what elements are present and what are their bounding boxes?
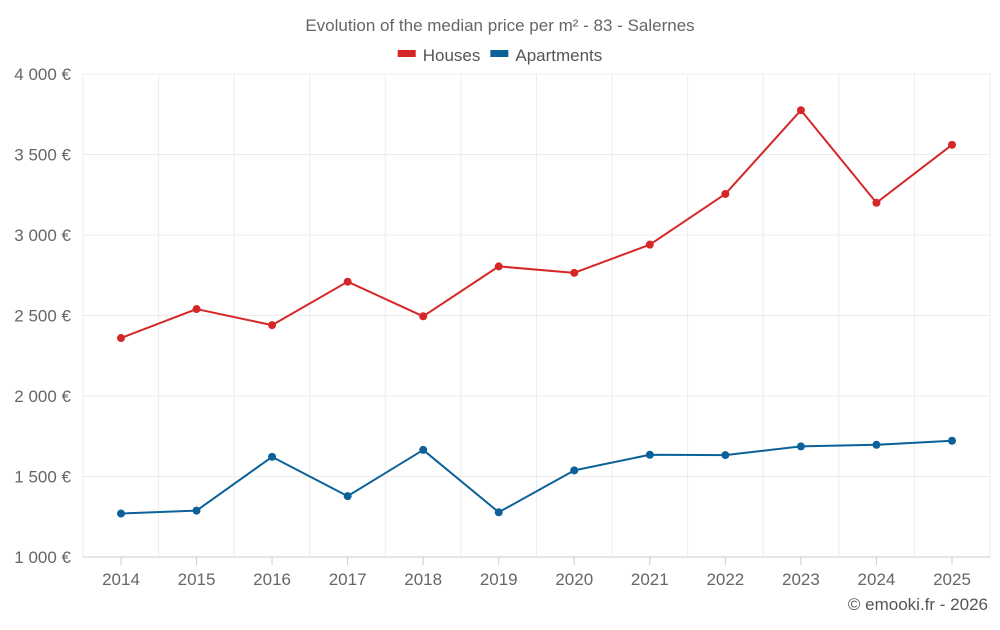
- y-axis: 1 000 € 1 500 € 2 000 € 2 500 € 3 000 € 3 500…: [14, 65, 71, 567]
- copyright-text: © emooki.fr - 2026: [848, 595, 988, 614]
- data-point-houses[interactable]: [948, 140, 956, 149]
- grid: [82, 73, 991, 557]
- data-point-apartments[interactable]: [192, 506, 201, 515]
- data-point-houses[interactable]: [721, 189, 730, 198]
- data-point-apartments[interactable]: [872, 440, 881, 449]
- legend-item-apartments[interactable]: Apartments: [490, 46, 602, 65]
- legend-swatch: [397, 50, 416, 57]
- x-tick-label: 2019: [480, 570, 518, 589]
- x-tick-label: 2015: [178, 570, 216, 589]
- data-point-apartments[interactable]: [494, 508, 503, 517]
- series-layer: [117, 106, 956, 518]
- data-point-apartments[interactable]: [117, 509, 125, 518]
- data-point-houses[interactable]: [796, 106, 805, 115]
- data-point-apartments[interactable]: [721, 451, 730, 460]
- data-point-houses[interactable]: [645, 240, 654, 249]
- legend: Houses Apartments: [397, 46, 602, 65]
- data-point-houses[interactable]: [872, 198, 881, 207]
- x-tick-label: 2021: [631, 570, 669, 589]
- series-line-houses: [120, 109, 953, 339]
- chart-title: Evolution of the median price per m² - 8…: [305, 16, 694, 35]
- x-tick-label: 2022: [706, 570, 744, 589]
- x-tick-label: 2014: [102, 570, 140, 589]
- legend-swatch: [490, 50, 509, 57]
- data-point-apartments[interactable]: [343, 492, 352, 501]
- data-point-houses[interactable]: [343, 277, 352, 286]
- data-point-apartments[interactable]: [645, 450, 654, 459]
- x-tick-label: 2024: [858, 570, 896, 589]
- x-tick-label: 2025: [933, 570, 971, 589]
- data-point-apartments[interactable]: [268, 452, 277, 461]
- x-tick-label: 2016: [253, 570, 291, 589]
- data-point-apartments[interactable]: [796, 442, 805, 451]
- y-tick-label: 3 000 €: [14, 226, 71, 245]
- y-tick-label: 1 500 €: [14, 468, 71, 487]
- data-point-houses[interactable]: [419, 312, 428, 321]
- data-point-apartments[interactable]: [570, 466, 579, 475]
- data-point-apartments[interactable]: [948, 436, 956, 445]
- data-point-houses[interactable]: [494, 262, 503, 271]
- x-tick-label: 2020: [555, 570, 593, 589]
- y-tick-label: 2 000 €: [14, 387, 71, 406]
- legend-item-houses[interactable]: Houses: [397, 46, 481, 65]
- legend-label: Apartments: [515, 46, 602, 65]
- legend-label: Houses: [423, 46, 481, 65]
- x-tick-label: 2017: [329, 570, 367, 589]
- y-tick-label: 2 500 €: [14, 307, 71, 326]
- data-point-houses[interactable]: [570, 268, 579, 277]
- data-point-houses[interactable]: [268, 321, 277, 330]
- y-tick-label: 4 000 €: [14, 65, 71, 84]
- y-tick-label: 3 500 €: [14, 146, 71, 165]
- data-point-houses[interactable]: [117, 334, 125, 343]
- series-line-apartments: [120, 439, 953, 515]
- x-tick-label: 2018: [404, 570, 442, 589]
- data-point-apartments[interactable]: [419, 445, 428, 454]
- y-tick-label: 1 000 €: [14, 548, 71, 567]
- x-axis: 2014 2015 2016 2017 2018 2019 2020 2021 2022 2023…: [83, 556, 990, 589]
- x-tick-label: 2023: [782, 570, 820, 589]
- data-point-houses[interactable]: [192, 305, 201, 314]
